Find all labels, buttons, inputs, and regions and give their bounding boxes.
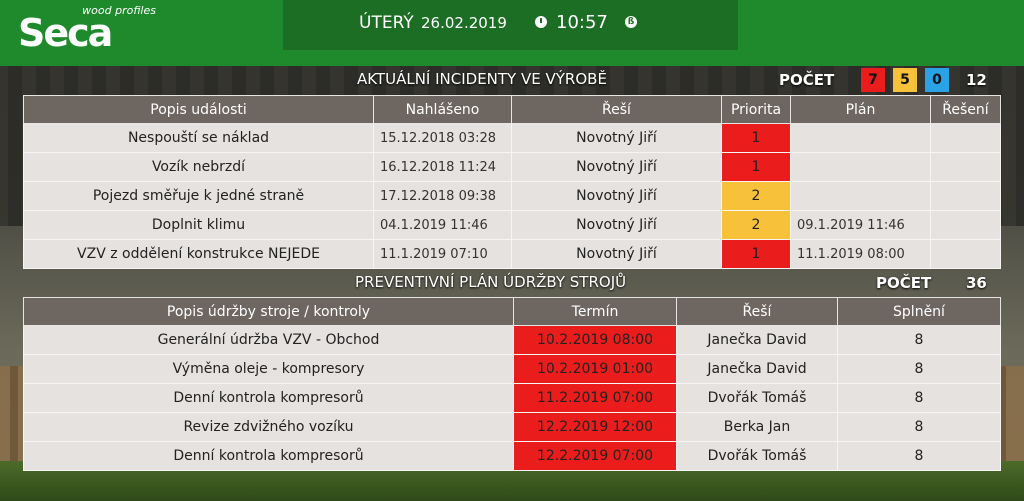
maintenance-description: Revize zdvižného vozíku <box>23 412 514 442</box>
column-header[interactable]: Priorita <box>721 95 791 124</box>
incident-resolution <box>930 181 1001 211</box>
maintenance-deadline: 10.2.2019 08:00 <box>513 325 677 355</box>
incidents-title: AKTUÁLNÍ INCIDENTY VE VÝROBĚ <box>357 70 607 88</box>
top-bar: wood profiles Seca ÚTERÝ 26.02.2019 10:5… <box>0 0 1024 66</box>
incident-plan: 09.1.2019 11:46 <box>790 210 931 240</box>
incident-priority: 1 <box>721 152 791 182</box>
incidents-table: Popis události Nahlášeno Řeší Priorita P… <box>23 95 1001 269</box>
maintenance-count-label: POČET <box>876 274 932 292</box>
maintenance-count-total: 36 <box>966 274 987 292</box>
maintenance-deadline: 12.2.2019 12:00 <box>513 412 677 442</box>
table-row[interactable]: Doplnit klimu 04.1.2019 11:46 Novotný Ji… <box>23 210 1001 240</box>
maintenance-deadline: 11.2.2019 07:00 <box>513 383 677 413</box>
maintenance-deadline: 10.2.2019 01:00 <box>513 354 677 384</box>
table-row[interactable]: Pojezd směřuje k jedné straně 17.12.2018… <box>23 181 1001 211</box>
incident-assignee: Novotný Jiří <box>511 152 722 182</box>
incidents-count-label: POČET <box>779 71 835 89</box>
incident-plan <box>790 181 931 211</box>
incident-plan <box>790 152 931 182</box>
incident-assignee: Novotný Jiří <box>511 210 722 240</box>
table-row[interactable]: Denní kontrola kompresorů 12.2.2019 07:0… <box>23 441 1001 471</box>
incidents-header-row: Popis události Nahlášeno Řeší Priorita P… <box>23 95 1001 124</box>
maintenance-description: Denní kontrola kompresorů <box>23 441 514 471</box>
incidents-count-total: 12 <box>966 71 987 89</box>
maintenance-assignee: Janečka David <box>676 325 838 355</box>
incident-plan: 11.1.2019 08:00 <box>790 239 931 269</box>
table-row[interactable]: Generální údržba VZV - Obchod 10.2.2019 … <box>23 325 1001 355</box>
column-header[interactable]: Řeší <box>676 297 838 326</box>
incident-reported: 15.12.2018 03:28 <box>373 123 512 153</box>
count-priority-3: 0 <box>925 68 949 92</box>
logo-text: Seca <box>18 11 113 55</box>
column-header[interactable]: Termín <box>513 297 677 326</box>
incident-description: Vozík nebrzdí <box>23 152 374 182</box>
column-header[interactable]: Plán <box>790 95 931 124</box>
table-row[interactable]: Vozík nebrzdí 16.12.2018 11:24 Novotný J… <box>23 152 1001 182</box>
incident-resolution <box>930 123 1001 153</box>
incident-reported: 11.1.2019 07:10 <box>373 239 512 269</box>
maintenance-description: Denní kontrola kompresorů <box>23 383 514 413</box>
maintenance-completion: 8 <box>837 354 1001 384</box>
incident-resolution <box>930 210 1001 240</box>
incident-priority: 2 <box>721 181 791 211</box>
table-row[interactable]: Revize zdvižného vozíku 12.2.2019 12:00 … <box>23 412 1001 442</box>
table-row[interactable]: VZV z oddělení konstrukce NEJEDE 11.1.20… <box>23 239 1001 269</box>
weekday: ÚTERÝ <box>359 13 414 33</box>
maintenance-assignee: Janečka David <box>676 354 838 384</box>
current-date: 26.02.2019 <box>421 14 507 32</box>
maintenance-completion: 8 <box>837 383 1001 413</box>
incident-plan <box>790 123 931 153</box>
info-icon: ß <box>625 16 637 28</box>
table-row[interactable]: Nespouští se náklad 15.12.2018 03:28 Nov… <box>23 123 1001 153</box>
column-header[interactable]: Řeší <box>511 95 722 124</box>
date-time-panel: ÚTERÝ 26.02.2019 10:57 ß <box>283 0 738 50</box>
incident-assignee: Novotný Jiří <box>511 123 722 153</box>
maintenance-table: Popis údržby stroje / kontroly Termín Ře… <box>23 297 1001 471</box>
maintenance-description: Výměna oleje - kompresory <box>23 354 514 384</box>
maintenance-deadline: 12.2.2019 07:00 <box>513 441 677 471</box>
column-header[interactable]: Popis události <box>23 95 374 124</box>
incident-resolution <box>930 239 1001 269</box>
column-header[interactable]: Nahlášeno <box>373 95 512 124</box>
incident-reported: 04.1.2019 11:46 <box>373 210 512 240</box>
incident-priority: 2 <box>721 210 791 240</box>
incident-reported: 16.12.2018 11:24 <box>373 152 512 182</box>
incident-description: Pojezd směřuje k jedné straně <box>23 181 374 211</box>
current-time: 10:57 <box>556 12 608 33</box>
incident-reported: 17.12.2018 09:38 <box>373 181 512 211</box>
company-logo: wood profiles Seca <box>16 4 156 55</box>
table-row[interactable]: Výměna oleje - kompresory 10.2.2019 01:0… <box>23 354 1001 384</box>
count-priority-2: 5 <box>893 68 917 92</box>
maintenance-completion: 8 <box>837 412 1001 442</box>
incident-priority: 1 <box>721 123 791 153</box>
logo-subtitle: wood profiles <box>82 4 156 17</box>
maintenance-header-row: Popis údržby stroje / kontroly Termín Ře… <box>23 297 1001 326</box>
incident-description: Nespouští se náklad <box>23 123 374 153</box>
maintenance-assignee: Dvořák Tomáš <box>676 441 838 471</box>
incident-assignee: Novotný Jiří <box>511 181 722 211</box>
incident-description: VZV z oddělení konstrukce NEJEDE <box>23 239 374 269</box>
column-header[interactable]: Popis údržby stroje / kontroly <box>23 297 514 326</box>
maintenance-description: Generální údržba VZV - Obchod <box>23 325 514 355</box>
maintenance-completion: 8 <box>837 325 1001 355</box>
column-header[interactable]: Řešení <box>930 95 1001 124</box>
incident-priority: 1 <box>721 239 791 269</box>
maintenance-title: PREVENTIVNÍ PLÁN ÚDRŽBY STROJŮ <box>355 273 627 291</box>
maintenance-assignee: Dvořák Tomáš <box>676 383 838 413</box>
clock-icon <box>535 16 547 28</box>
maintenance-assignee: Berka Jan <box>676 412 838 442</box>
maintenance-completion: 8 <box>837 441 1001 471</box>
incident-description: Doplnit klimu <box>23 210 374 240</box>
table-row[interactable]: Denní kontrola kompresorů 11.2.2019 07:0… <box>23 383 1001 413</box>
count-priority-1: 7 <box>861 68 885 92</box>
column-header[interactable]: Splnění <box>837 297 1001 326</box>
incident-assignee: Novotný Jiří <box>511 239 722 269</box>
incident-resolution <box>930 152 1001 182</box>
